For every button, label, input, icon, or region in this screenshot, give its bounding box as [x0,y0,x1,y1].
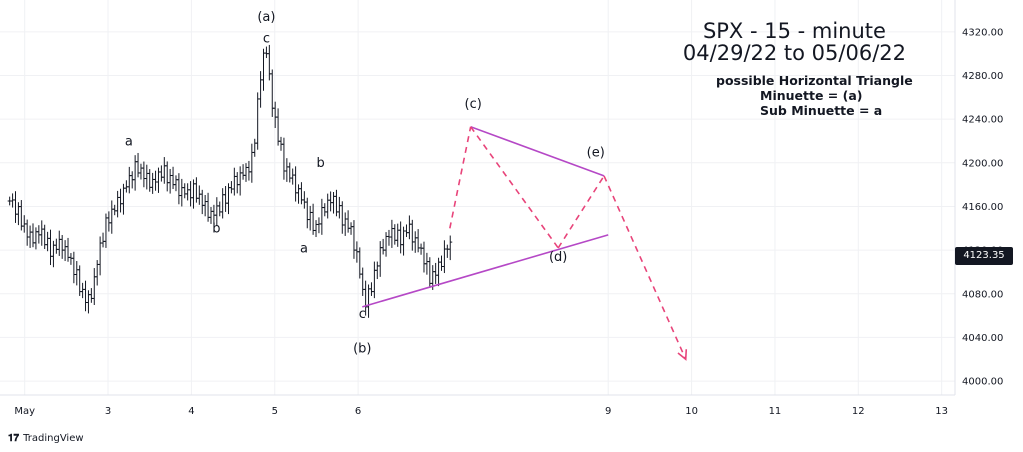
projection-segment [470,126,559,249]
price-bars [7,44,453,318]
subtitle-line-2: Minuette = (a) [760,88,863,103]
x-tick-label: May [14,406,35,417]
projection-arrowhead [677,349,688,361]
wave-labels: (a) c a b b a c (b) (c) (d) (e) [125,10,605,357]
wave-label: c [263,32,270,47]
title-line-1: SPX - 15 - minute [702,19,886,43]
wave-label: (e) [587,145,605,160]
chart-subtitle: possible Horizontal Triangle Minuette = … [716,73,913,118]
triangle-trendlines [362,126,609,308]
trendline [362,234,609,308]
x-tick-label: 3 [105,406,111,417]
y-tick-label: 4160.00 [962,202,1003,213]
wave-label: c [359,307,366,322]
x-tick-label: 4 [188,406,194,417]
wave-label: (d) [549,250,567,265]
y-tick-label: 4200.00 [962,158,1003,169]
time-axis[interactable]: May 3 4 5 6 9 10 11 12 13 [14,406,948,417]
x-tick-label: 6 [355,406,361,417]
trendline [470,126,605,177]
wave-label: a [125,134,133,149]
tradingview-icon: 𝟏𝟕 [8,433,20,444]
y-tick-label: 4320.00 [962,27,1003,38]
projection-segment [557,175,605,249]
price-axis[interactable]: 4000.004040.004080.004120.004160.004200.… [962,27,1003,387]
logo-text: TradingView [23,433,84,444]
y-tick-label: 4280.00 [962,71,1003,82]
projection-segment [603,175,687,360]
projection-path [449,126,688,361]
x-tick-label: 5 [272,406,278,417]
wave-label: (c) [465,97,482,112]
wave-label: b [212,222,220,237]
wave-label: b [316,156,324,171]
wave-label: (a) [257,10,275,25]
wave-label: a [300,241,308,256]
x-tick-label: 12 [852,406,865,417]
wave-label: (b) [353,342,371,357]
subtitle-line-3: Sub Minuette = a [760,103,883,118]
y-tick-label: 4000.00 [962,377,1003,388]
title-line-2: 04/29/22 to 05/06/22 [682,41,906,65]
x-tick-label: 13 [935,406,948,417]
x-tick-label: 9 [605,406,611,417]
x-tick-label: 10 [685,406,698,417]
y-tick-label: 4080.00 [962,289,1003,300]
y-tick-label: 4240.00 [962,115,1003,126]
tradingview-logo[interactable]: 𝟏𝟕 TradingView [8,433,84,444]
chart-title: SPX - 15 - minute 04/29/22 to 05/06/22 [683,20,906,64]
last-price-badge: 4123.35 [955,247,1013,265]
x-tick-label: 11 [769,406,782,417]
subtitle-line-1: possible Horizontal Triangle [716,73,913,88]
y-tick-label: 4040.00 [962,333,1003,344]
projection-segment [449,126,472,229]
grid [0,0,955,395]
